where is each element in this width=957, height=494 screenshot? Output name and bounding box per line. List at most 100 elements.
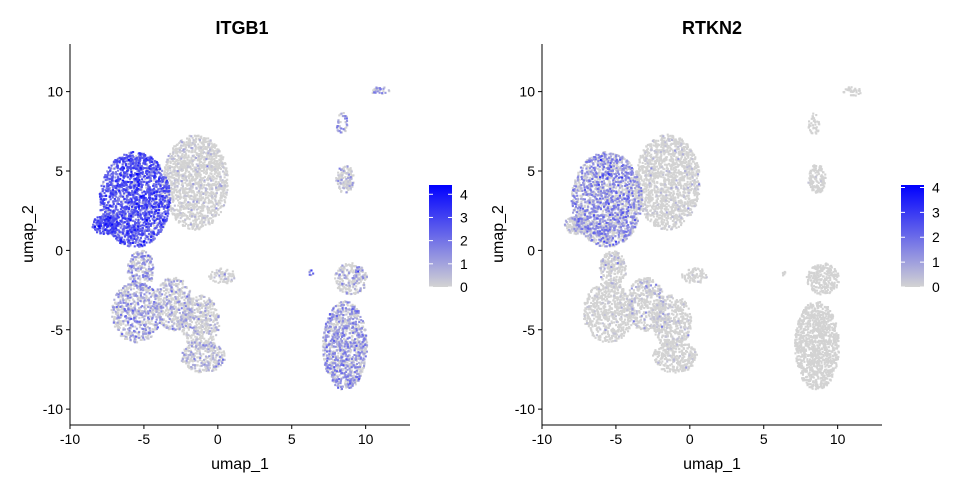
cell-point bbox=[212, 341, 215, 344]
cell-point bbox=[140, 338, 143, 341]
cell-point bbox=[198, 164, 201, 167]
cell-point bbox=[173, 307, 176, 310]
cell-point bbox=[177, 182, 180, 185]
cell-point bbox=[222, 180, 225, 183]
cell-point bbox=[350, 371, 353, 374]
cell-point bbox=[152, 267, 155, 270]
cell-point bbox=[356, 272, 359, 275]
cell-point bbox=[356, 339, 359, 342]
cell-point bbox=[212, 166, 215, 169]
cell-point bbox=[209, 305, 212, 308]
cell-point bbox=[163, 173, 166, 176]
cell-point bbox=[350, 331, 353, 334]
cell-point bbox=[112, 320, 115, 323]
cell-point bbox=[205, 369, 208, 372]
cell-point bbox=[180, 147, 183, 150]
cell-point bbox=[174, 297, 177, 300]
cell-point bbox=[341, 186, 344, 189]
cell-point bbox=[215, 183, 218, 186]
cell-point bbox=[141, 312, 144, 315]
cell-point bbox=[331, 334, 334, 337]
cell-point bbox=[142, 270, 145, 273]
cell-point bbox=[324, 346, 327, 349]
cell-point bbox=[197, 156, 200, 159]
cell-point bbox=[198, 369, 201, 372]
cell-point bbox=[196, 170, 199, 173]
cell-point bbox=[204, 355, 207, 358]
cell-point bbox=[204, 302, 207, 305]
cell-point bbox=[191, 312, 194, 315]
cell-point bbox=[342, 302, 345, 305]
cell-point bbox=[188, 187, 191, 190]
cell-point bbox=[174, 183, 177, 186]
cell-point bbox=[165, 172, 168, 175]
cell-point bbox=[212, 152, 215, 155]
cell-point bbox=[212, 176, 215, 179]
cell-point bbox=[127, 221, 130, 224]
cell-point bbox=[201, 303, 204, 306]
cell-point bbox=[359, 329, 362, 332]
cell-point bbox=[349, 342, 352, 345]
cell-point bbox=[187, 303, 190, 306]
cell-point bbox=[363, 361, 366, 364]
cell-point bbox=[169, 176, 172, 179]
cell-point bbox=[154, 301, 157, 304]
cell-point bbox=[194, 202, 197, 205]
cell-point bbox=[166, 169, 169, 172]
cell-point bbox=[127, 264, 130, 267]
cell-point bbox=[199, 370, 202, 373]
cell-point bbox=[149, 173, 152, 176]
cell-point bbox=[177, 212, 180, 215]
cell-point bbox=[345, 276, 348, 279]
cell-point bbox=[353, 279, 356, 282]
cell-point bbox=[191, 137, 194, 140]
cell-point bbox=[344, 121, 347, 124]
cell-point bbox=[198, 186, 201, 189]
cell-point bbox=[200, 219, 203, 222]
cell-point bbox=[219, 158, 222, 161]
cell-point bbox=[355, 315, 358, 318]
cell-point bbox=[353, 312, 356, 315]
cell-point bbox=[336, 129, 339, 132]
cell-point bbox=[172, 288, 175, 291]
cell-point bbox=[194, 365, 197, 368]
cell-point bbox=[170, 314, 173, 317]
cell-point bbox=[334, 335, 337, 338]
cell-point bbox=[189, 335, 192, 338]
cell-point bbox=[341, 362, 344, 365]
cell-point bbox=[224, 275, 227, 278]
cell-point bbox=[151, 292, 154, 295]
cell-point bbox=[175, 276, 178, 279]
cell-point bbox=[351, 184, 354, 187]
cell-point bbox=[177, 296, 180, 299]
cell-point bbox=[347, 182, 350, 185]
cell-point bbox=[351, 335, 354, 338]
cell-point bbox=[204, 198, 207, 201]
cell-point bbox=[139, 186, 142, 189]
cell-point bbox=[205, 304, 208, 307]
cell-point bbox=[182, 302, 185, 305]
cell-point bbox=[144, 177, 147, 180]
cell-point bbox=[216, 148, 219, 151]
cell-point bbox=[180, 290, 183, 293]
cell-point bbox=[346, 304, 349, 307]
cell-point bbox=[176, 216, 179, 219]
cell-point bbox=[162, 318, 165, 321]
cell-point bbox=[334, 339, 337, 342]
cell-point bbox=[338, 374, 341, 377]
cell-point bbox=[174, 174, 177, 177]
cell-point bbox=[185, 164, 188, 167]
cell-point bbox=[196, 320, 199, 323]
cell-point bbox=[194, 370, 197, 373]
cell-point bbox=[164, 293, 167, 296]
cell-point bbox=[143, 287, 146, 290]
cell-point bbox=[188, 211, 191, 214]
cell-point bbox=[204, 327, 207, 330]
cell-point bbox=[346, 368, 349, 371]
cell-point bbox=[120, 213, 123, 216]
cell-point bbox=[205, 319, 208, 322]
cell-point bbox=[210, 172, 213, 175]
cell-point bbox=[125, 331, 128, 334]
cell-point bbox=[340, 324, 343, 327]
cell-point bbox=[347, 180, 350, 183]
